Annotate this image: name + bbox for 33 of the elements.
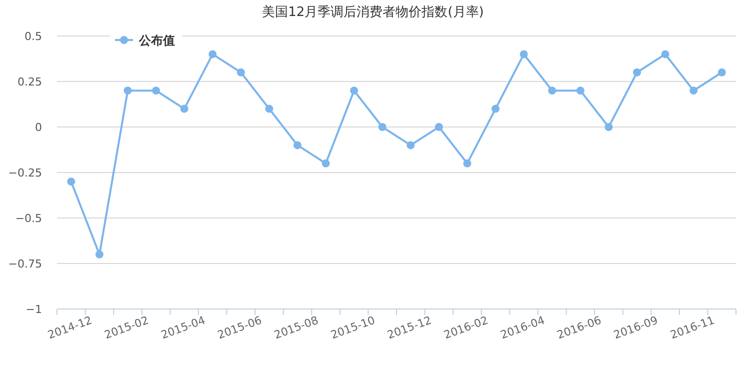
legend-label: 公布值	[138, 34, 175, 48]
point	[576, 86, 584, 95]
y-tick-label: 0.25	[18, 76, 42, 88]
point	[236, 68, 245, 76]
point	[718, 68, 726, 76]
point	[350, 86, 358, 95]
point	[492, 104, 500, 113]
point	[690, 86, 698, 95]
point	[180, 104, 188, 113]
point	[604, 123, 613, 131]
y-tick-label: −0.75	[8, 258, 42, 270]
point	[293, 141, 302, 150]
y-tick-label: −1	[26, 303, 42, 316]
point	[208, 50, 217, 58]
y-tick-label: −0.5	[15, 212, 42, 225]
point	[378, 123, 386, 131]
point	[548, 86, 556, 95]
point	[661, 50, 670, 58]
point	[265, 104, 274, 113]
point	[95, 250, 104, 258]
point	[434, 123, 443, 131]
point	[406, 141, 415, 150]
point	[322, 159, 330, 168]
y-tick-label: 0	[35, 121, 42, 134]
point	[67, 178, 76, 186]
point	[632, 68, 641, 76]
point	[152, 86, 160, 95]
y-tick-label: −0.25	[8, 166, 42, 180]
point	[463, 159, 472, 168]
chart-title: 美国12月季调后消费者物价指数(月率)	[262, 4, 484, 20]
point	[520, 50, 528, 58]
point	[124, 86, 132, 95]
y-tick-label: 0.5	[24, 30, 42, 43]
